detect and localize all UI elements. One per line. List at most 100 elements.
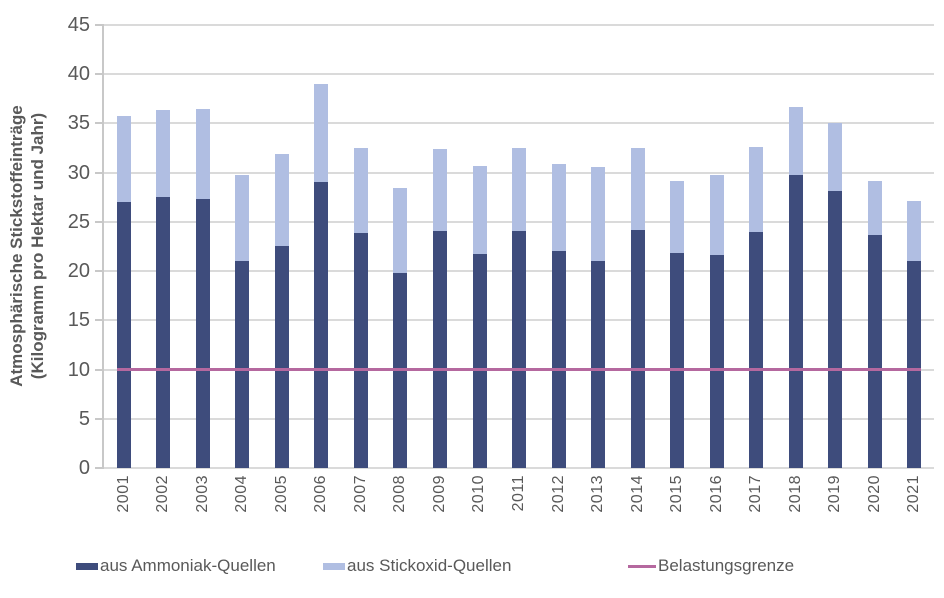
bar-2019: [828, 123, 843, 468]
bar-2014: [630, 148, 645, 468]
bar-2018: [788, 106, 803, 468]
bar-segment-ammoniak: [512, 230, 527, 468]
gridline: [104, 467, 934, 469]
x-tick-label: 2006: [312, 475, 330, 513]
gridline: [104, 24, 934, 26]
y-tick-label: 45: [67, 14, 90, 36]
bar-segment-stickoxid: [274, 153, 289, 246]
bar-segment-stickoxid: [867, 180, 882, 235]
bar-slot-2011: [499, 25, 539, 468]
x-tick-label: 2004: [233, 475, 251, 513]
bar-segment-stickoxid: [195, 108, 210, 200]
y-tick-label: 10: [67, 358, 90, 381]
bar-slot-2019: [816, 25, 856, 468]
y-axis-tick-mark: [95, 270, 104, 273]
x-tick-label: 2020: [865, 475, 883, 513]
y-axis-tick-mark: [95, 122, 104, 125]
bar-segment-stickoxid: [630, 148, 645, 230]
y-axis-title: Atmosphärische Stickstoffeinträge (Kilog…: [6, 105, 49, 387]
bar-slot-2005: [262, 25, 302, 468]
legend-label-ammoniak: aus Ammoniak-Quellen: [100, 556, 276, 575]
bar-2002: [156, 109, 171, 468]
bar-segment-ammoniak: [472, 254, 487, 468]
bar-segment-stickoxid: [907, 201, 922, 262]
bars: [104, 25, 934, 468]
x-tick-label: 2001: [114, 475, 132, 513]
bar-segment-stickoxid: [235, 174, 250, 262]
x-tick-label: 2016: [707, 475, 725, 513]
x-tick-label: 2018: [786, 475, 804, 513]
x-tick-label: 2012: [549, 475, 567, 513]
legend-label-stickoxid: aus Stickoxid-Quellen: [347, 556, 512, 575]
bar-slot-2003: [183, 25, 223, 468]
bar-segment-stickoxid: [591, 166, 606, 262]
x-tick-label: 2013: [589, 475, 607, 513]
bar-slot-2010: [460, 25, 500, 468]
y-axis-title-line2: (Kilogramm pro Hektar und Jahr): [28, 112, 47, 380]
x-tick-label: 2015: [668, 475, 686, 513]
x-tick-label: 2007: [351, 475, 369, 513]
y-axis-tick-mark: [95, 319, 104, 322]
bar-segment-ammoniak: [551, 251, 566, 468]
bar-slot-2018: [776, 25, 816, 468]
bar-segment-ammoniak: [788, 174, 803, 468]
x-tick-label: 2005: [272, 475, 290, 513]
y-tick-label: 5: [78, 407, 90, 430]
y-axis-title-line1: Atmosphärische Stickstoffeinträge: [6, 105, 26, 387]
bar-slot-2015: [657, 25, 697, 468]
bar-segment-stickoxid: [551, 163, 566, 252]
bar-2009: [433, 149, 448, 468]
bar-2013: [591, 166, 606, 468]
gridline: [104, 122, 934, 125]
bar-2005: [274, 153, 289, 468]
bar-segment-stickoxid: [433, 149, 448, 231]
bar-segment-stickoxid: [353, 148, 368, 233]
legend-swatch-stickoxid: [323, 562, 345, 570]
bar-slot-2009: [420, 25, 460, 468]
bar-segment-stickoxid: [709, 174, 724, 256]
reference-line: [116, 368, 922, 372]
bar-segment-ammoniak: [749, 231, 764, 468]
bar-slot-2006: [302, 25, 342, 468]
y-tick-label: 30: [67, 161, 90, 184]
bar-2008: [393, 188, 408, 468]
legend-swatch-ammoniak: [76, 562, 98, 570]
y-tick-label: 0: [78, 457, 90, 479]
x-tick-label: 2008: [391, 475, 409, 513]
bar-slot-2012: [539, 25, 579, 468]
bar-slot-2001: [104, 25, 144, 468]
y-axis-tick-mark: [95, 24, 104, 26]
bar-slot-2020: [855, 25, 895, 468]
bar-segment-ammoniak: [907, 261, 922, 468]
bar-2004: [235, 174, 250, 468]
legend-line-swatch-belastungsgrenze: [628, 564, 656, 568]
bar-2010: [472, 165, 487, 468]
bar-2021: [907, 201, 922, 468]
x-tick-label: 2011: [510, 475, 527, 512]
bar-segment-stickoxid: [393, 188, 408, 274]
bar-segment-stickoxid: [670, 180, 685, 254]
y-axis-line: [102, 25, 104, 468]
legend-label-belastungsgrenze: Belastungsgrenze: [658, 556, 795, 575]
bar-segment-stickoxid: [472, 165, 487, 255]
y-axis-tick-mark: [95, 467, 104, 469]
bar-2015: [670, 180, 685, 468]
bar-slot-2016: [697, 25, 737, 468]
x-tick-label: 2019: [826, 475, 844, 513]
y-axis-tick-mark: [95, 368, 104, 371]
bar-2011: [512, 148, 527, 468]
bar-2003: [195, 108, 210, 468]
bar-slot-2008: [381, 25, 421, 468]
bar-segment-stickoxid: [156, 109, 171, 198]
bar-segment-ammoniak: [867, 234, 882, 468]
x-tick-label: 2002: [154, 475, 172, 513]
bar-slot-2021: [895, 25, 935, 468]
plot-area: [95, 24, 934, 469]
bar-segment-ammoniak: [195, 199, 210, 468]
legend-item-ammoniak: aus Ammoniak-Quellen: [76, 555, 276, 577]
bar-segment-ammoniak: [591, 261, 606, 468]
x-tick-label: 2009: [430, 475, 448, 513]
y-axis-tick-mark: [95, 220, 104, 223]
x-tick-label: 2010: [470, 475, 488, 513]
y-axis-tick-mark: [95, 73, 104, 76]
